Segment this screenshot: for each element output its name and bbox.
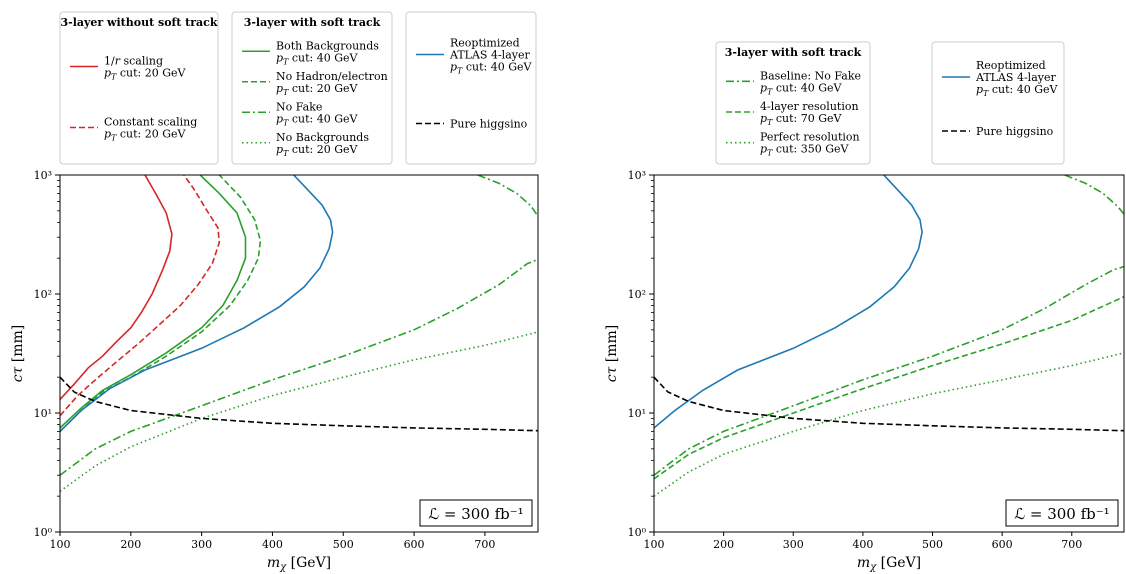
legend-label: pT cut: 40 GeV	[450, 61, 533, 76]
luminosity-box	[419, 499, 533, 527]
legend-label: No Backgrounds	[276, 131, 369, 144]
legend-label: ATLAS 4-layer	[975, 71, 1056, 84]
chart-panel-2: 100 200 300 400 500 600 700 10⁰ 10¹ 10² 10³ mχ [GeV…	[604, 41, 1125, 573]
series-line-8	[60, 376, 538, 432]
chart-panel-1: 100 200 300 400 500 600 700 10⁰ 10¹ 10² 10³ mχ [GeV…	[10, 11, 539, 573]
x-tick-label: 400	[852, 538, 873, 551]
plot-frame	[59, 174, 539, 533]
legend-label: pT cut: 350 GeV	[760, 143, 850, 158]
legend-frame	[931, 41, 1065, 165]
y-tick-label: 10⁰	[628, 526, 647, 539]
x-axis-label: mχ [GeV]	[857, 555, 921, 573]
legend-frame	[715, 41, 871, 165]
y-tick-label: 10⁰	[34, 526, 53, 539]
series-line-1	[60, 175, 173, 400]
legend-frame	[231, 11, 393, 165]
x-axis-label: mχ [GeV]	[267, 555, 331, 573]
legend-label: Baseline: No Fake	[760, 69, 861, 82]
x-tick-label: 500	[922, 538, 943, 551]
legend-label: 4-layer resolution	[760, 100, 859, 113]
legend-frame	[405, 11, 537, 165]
y-tick-label: 10²	[628, 288, 646, 301]
legend-frame	[59, 11, 219, 165]
x-tick-label: 700	[1061, 538, 1082, 551]
series-line-5	[60, 258, 538, 476]
x-tick-label: 400	[262, 538, 283, 551]
luminosity-label: ℒ = 300 fb⁻¹	[428, 505, 523, 523]
legend-label: Constant scaling	[104, 116, 197, 129]
legend-label: pT cut: 20 GeV	[104, 67, 187, 82]
legend-label: Pure higgsino	[976, 125, 1054, 138]
x-tick-label: 600	[992, 538, 1013, 551]
legend-label: pT cut: 20 GeV	[276, 143, 359, 158]
luminosity-label: ℒ = 300 fb⁻¹	[1014, 505, 1109, 523]
legend-label: pT cut: 40 GeV	[276, 112, 359, 127]
series-line-9	[477, 175, 538, 217]
series-line-3	[654, 352, 1124, 497]
legend-label: Reoptimized	[450, 37, 520, 50]
legend-label: ATLAS 4-layer	[449, 49, 530, 62]
y-tick-label: 10³	[34, 169, 52, 182]
legend-box-1: 3-layer with soft track Baseline: No Fake…	[715, 41, 871, 165]
series-line-1	[654, 265, 1124, 476]
y-axis-label: cτ [mm]	[604, 325, 620, 383]
legend-label: No Fake	[276, 100, 322, 113]
legend-label: pT cut: 20 GeV	[104, 128, 187, 143]
series-group	[60, 175, 538, 492]
legend-label: pT cut: 40 GeV	[276, 51, 359, 66]
series-line-7	[60, 175, 334, 432]
y-tick-label: 10²	[34, 288, 52, 301]
legend-label: pT cut: 70 GeV	[760, 112, 843, 127]
series-line-2	[60, 175, 221, 417]
legend-label: Pure higgsino	[450, 118, 528, 131]
legend-label: pT cut: 20 GeV	[276, 82, 359, 97]
plot-frame	[653, 174, 1125, 533]
luminosity-box	[1005, 499, 1119, 527]
x-tick-label: 200	[120, 538, 141, 551]
legend-title: 3-layer with soft track	[725, 46, 862, 59]
x-tick-label: 500	[333, 538, 354, 551]
legend-title: 3-layer without soft track	[60, 16, 217, 29]
series-line-2	[654, 295, 1124, 480]
legend-label: No Hadron/electron	[276, 70, 388, 83]
series-group	[654, 175, 1124, 497]
x-tick-label: 100	[50, 538, 71, 551]
series-line-6	[60, 331, 538, 492]
legend-label: Both Backgrounds	[276, 39, 379, 52]
legend-label: Reoptimized	[976, 59, 1046, 72]
y-axis-label: cτ [mm]	[10, 325, 26, 383]
x-tick-label: 200	[713, 538, 734, 551]
legend-title: 3-layer with soft track	[244, 16, 381, 29]
x-tick-label: 300	[783, 538, 804, 551]
series-line-3	[60, 175, 247, 429]
series-line-4	[60, 175, 262, 432]
x-tick-label: 700	[474, 538, 495, 551]
x-tick-label: 300	[191, 538, 212, 551]
legend-label: pT cut: 40 GeV	[760, 81, 843, 96]
y-tick-label: 10³	[628, 169, 646, 182]
series-line-6	[1064, 175, 1124, 215]
x-tick-label: 600	[404, 538, 425, 551]
series-line-5	[654, 376, 1124, 432]
legend-label: Perfect resolution	[760, 131, 860, 144]
x-tick-label: 100	[644, 538, 665, 551]
legend-label: pT cut: 40 GeV	[976, 83, 1059, 98]
series-line-4	[654, 175, 923, 429]
legend-label: 1/r scaling	[104, 55, 163, 68]
y-tick-label: 10¹	[628, 407, 646, 420]
y-tick-label: 10¹	[34, 407, 52, 420]
